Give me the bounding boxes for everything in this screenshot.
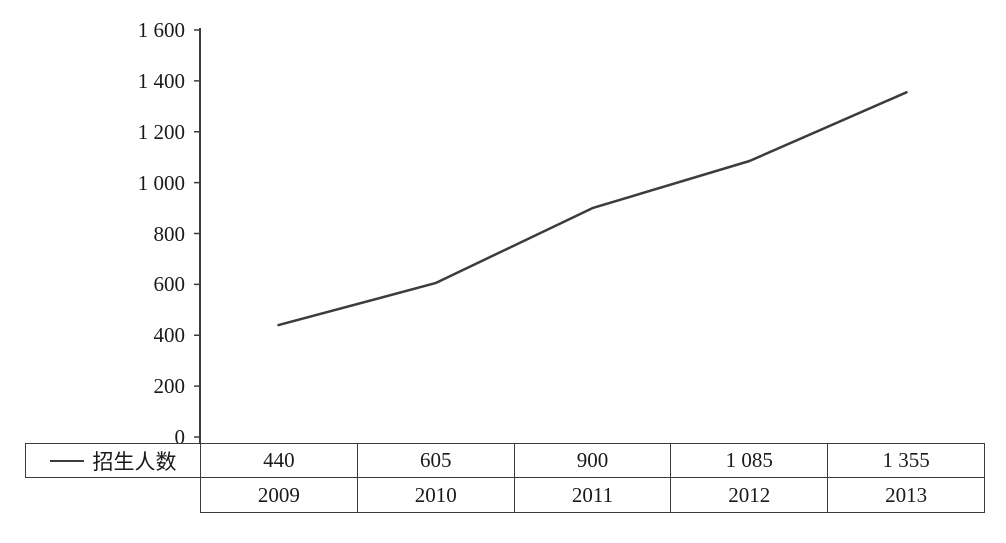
y-axis-tick-label: 1 600 — [137, 18, 185, 42]
table-year-cell: 2011 — [513, 478, 671, 513]
y-axis-tick-label: 400 — [153, 323, 186, 348]
legend-cell: 招生人数 — [25, 443, 200, 478]
y-axis-tick-label: 0 — [174, 425, 186, 449]
table-value-cell: 605 — [356, 443, 514, 478]
y-axis-tick-label: 1 400 — [137, 68, 185, 93]
table-value-cell: 440 — [200, 443, 357, 478]
table-year-cell: 2012 — [670, 478, 828, 513]
y-axis-tick-label: 200 — [153, 374, 186, 399]
y-axis-tick-marks — [194, 29, 200, 438]
y-axis-tick-label: 1 200 — [137, 119, 185, 144]
y-axis-tick-label: 800 — [153, 221, 186, 246]
series-line-enrollment — [277, 91, 908, 327]
table-value-cell: 1 085 — [670, 443, 828, 478]
table-year-cell: 2013 — [827, 478, 985, 513]
chart-data-table: 招生人数 440 605 900 1 085 1 355 2009 2010 2011 201… — [25, 443, 985, 513]
y-axis-tick-label: 600 — [153, 272, 186, 297]
table-row-years: 2009 2010 2011 2012 2013 — [200, 478, 985, 513]
legend-line-icon — [49, 459, 84, 462]
table-row-values: 招生人数 440 605 900 1 085 1 355 — [25, 443, 985, 478]
table-year-cell: 2010 — [356, 478, 514, 513]
table-value-cell: 1 355 — [827, 443, 985, 478]
table-year-cell: 2009 — [200, 478, 357, 513]
legend-label: 招生人数 — [92, 449, 177, 474]
y-axis-tick-label: 1 000 — [137, 170, 185, 195]
table-value-cell: 900 — [513, 443, 671, 478]
